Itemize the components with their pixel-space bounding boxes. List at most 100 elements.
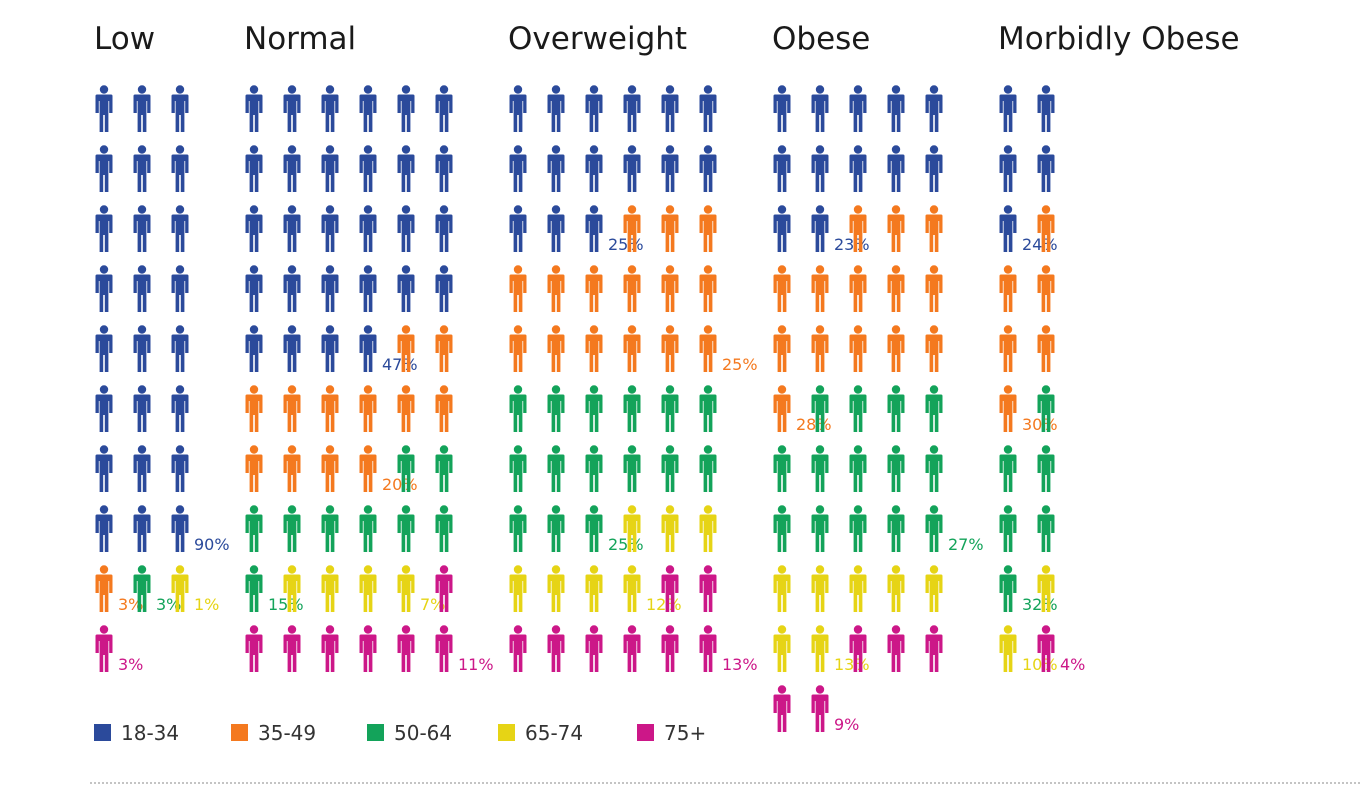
person-icon	[171, 85, 189, 132]
person-icon	[95, 385, 113, 432]
person-icon	[1037, 265, 1055, 312]
group-title: Morbidly Obese	[998, 21, 1240, 57]
person-icon	[435, 445, 453, 492]
person-icon	[811, 625, 829, 672]
person-icon	[95, 265, 113, 312]
person-icon	[547, 385, 565, 432]
person-icon	[811, 325, 829, 372]
person-icon	[699, 445, 717, 492]
person-icon	[283, 385, 301, 432]
person-icon	[925, 325, 943, 372]
person-icon	[623, 625, 641, 672]
person-icon	[95, 145, 113, 192]
group-title: Overweight	[508, 21, 687, 57]
person-icon	[509, 505, 527, 552]
person-icon	[133, 325, 151, 372]
legend-swatch	[231, 724, 248, 741]
person-icon	[773, 325, 791, 372]
person-icon	[95, 505, 113, 552]
person-icon	[999, 505, 1017, 552]
person-icon	[359, 85, 377, 132]
segment-label: 3%	[118, 595, 143, 614]
person-icon	[811, 685, 829, 732]
person-icon	[585, 625, 603, 672]
person-icon	[623, 85, 641, 132]
legend-label: 35-49	[258, 721, 316, 745]
person-icon	[283, 145, 301, 192]
person-icon	[397, 565, 415, 612]
person-icon	[773, 385, 791, 432]
group-obese: Obese 23% 28% 27% 13% 9%	[772, 21, 984, 734]
person-icon	[321, 145, 339, 192]
person-icon	[623, 385, 641, 432]
person-icon	[849, 325, 867, 372]
person-icon	[283, 205, 301, 252]
person-icon	[509, 625, 527, 672]
person-icon	[849, 385, 867, 432]
person-icon	[661, 565, 679, 612]
person-icon	[547, 625, 565, 672]
segment-label: 7%	[420, 595, 445, 614]
person-icon	[773, 265, 791, 312]
person-icon	[283, 625, 301, 672]
person-icon	[171, 505, 189, 552]
person-icon	[849, 145, 867, 192]
person-icon	[925, 145, 943, 192]
person-icon	[435, 385, 453, 432]
person-icon	[773, 445, 791, 492]
person-icon	[547, 505, 565, 552]
person-icon	[509, 145, 527, 192]
person-icon	[435, 145, 453, 192]
person-icon	[283, 265, 301, 312]
person-icon	[585, 145, 603, 192]
person-icon	[245, 265, 263, 312]
person-icon	[1037, 385, 1055, 432]
person-icon	[661, 325, 679, 372]
person-icon	[359, 505, 377, 552]
person-icon	[661, 205, 679, 252]
person-icon	[585, 205, 603, 252]
legend-label: 75+	[664, 721, 706, 745]
person-icon	[585, 445, 603, 492]
person-icon	[623, 565, 641, 612]
person-icon	[585, 385, 603, 432]
person-icon	[321, 565, 339, 612]
person-icon	[811, 445, 829, 492]
person-icon	[397, 85, 415, 132]
person-icon	[849, 265, 867, 312]
group-overweight: Overweight 25% 25% 25% 12% 13%	[508, 21, 758, 674]
person-icon	[661, 85, 679, 132]
segment-label: 25%	[608, 235, 644, 254]
person-icon	[359, 385, 377, 432]
person-icon	[171, 325, 189, 372]
person-icon	[133, 385, 151, 432]
legend-swatch	[498, 724, 515, 741]
person-icon	[245, 445, 263, 492]
person-icon	[397, 145, 415, 192]
person-icon	[661, 625, 679, 672]
person-icon	[925, 445, 943, 492]
person-icon	[95, 565, 113, 612]
legend-item: 18-34	[94, 721, 179, 745]
segment-label: 3%	[118, 655, 143, 674]
person-icon	[925, 265, 943, 312]
legend-swatch	[637, 724, 654, 741]
person-icon	[773, 565, 791, 612]
person-icon	[585, 325, 603, 372]
person-icon	[887, 505, 905, 552]
segment-label: 15%	[268, 595, 304, 614]
person-icon	[849, 205, 867, 252]
person-icon	[887, 625, 905, 672]
person-icon	[999, 145, 1017, 192]
person-icon	[623, 265, 641, 312]
segment-label: 25%	[608, 535, 644, 554]
person-icon	[359, 565, 377, 612]
person-icon	[623, 205, 641, 252]
person-icon	[435, 565, 453, 612]
person-icon	[245, 325, 263, 372]
person-icon	[1037, 85, 1055, 132]
person-icon	[509, 85, 527, 132]
person-icon	[999, 85, 1017, 132]
person-icon	[849, 85, 867, 132]
person-icon	[661, 505, 679, 552]
